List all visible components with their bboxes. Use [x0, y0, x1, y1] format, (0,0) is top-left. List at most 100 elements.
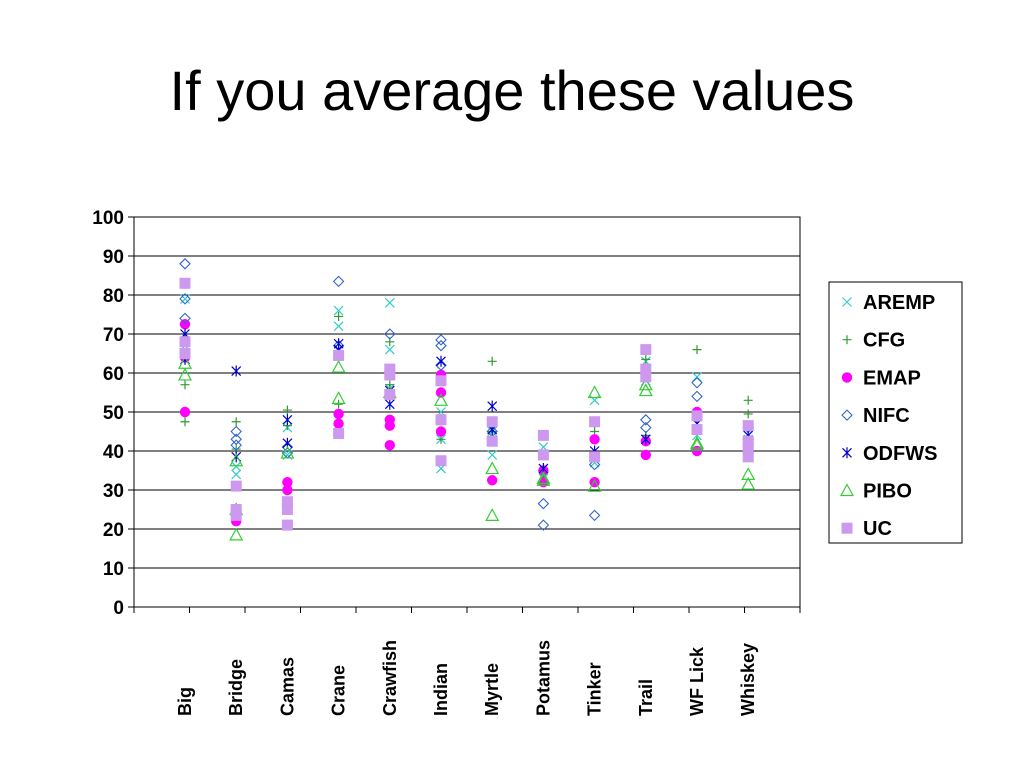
legend-entry-pibo: PIBO — [839, 481, 912, 503]
point-odfws-crane — [333, 338, 344, 350]
point-aremp-crawfish — [384, 297, 395, 308]
point-uc-wf-lick — [691, 424, 703, 436]
point-nifc-camas — [281, 441, 294, 453]
legend-label-odfws: ODFWS — [863, 443, 937, 465]
legend-entry-nifc: NIFC — [841, 405, 910, 427]
point-nifc-bridge — [230, 425, 242, 438]
point-emap-wf-lick — [691, 445, 703, 457]
point-uc-myrtle — [486, 416, 498, 428]
point-cfg-crane — [334, 311, 344, 321]
point-nifc-big — [179, 312, 191, 325]
point-uc-trail — [640, 344, 652, 356]
point-uc-crawfish — [384, 388, 396, 400]
point-uc-big — [179, 336, 191, 348]
point-aremp-crane — [333, 321, 344, 332]
series-emap — [179, 319, 754, 527]
point-emap-crawfish — [384, 439, 395, 451]
point-pibo-whiskey — [741, 476, 756, 490]
point-emap-big — [179, 319, 191, 330]
data-points — [177, 258, 756, 541]
y-tick-label: 10 — [103, 559, 124, 580]
point-nifc-indian — [435, 334, 447, 346]
x-axis-tick-labels: Big Bridge Camas Crane Crawfish Indian Myrtle P… — [133, 607, 801, 716]
legend-entry-odfws: ODFWS — [842, 443, 937, 465]
point-uc-crane — [333, 349, 345, 361]
legend-entry-cfg: CFG — [842, 330, 905, 352]
y-tick-label: 80 — [103, 286, 124, 307]
y-tick-label: 90 — [103, 247, 124, 268]
point-cfg-myrtle — [487, 356, 497, 366]
point-uc-crawfish — [384, 369, 396, 381]
point-aremp-big — [180, 293, 190, 304]
x-tick-label-crawfish: Crawfish — [380, 640, 400, 716]
point-pibo-crane — [331, 391, 346, 404]
y-tick-label: 0 — [113, 598, 124, 619]
point-nifc-crawfish — [384, 328, 396, 340]
point-odfws-myrtle — [487, 400, 498, 412]
y-tick-label: 50 — [103, 403, 124, 424]
point-uc-indian — [435, 455, 447, 467]
x-tick-label-potamus: Potamus — [533, 640, 553, 716]
point-pibo-indian — [433, 393, 449, 406]
point-pibo-potamus — [536, 472, 551, 486]
point-uc-indian — [435, 375, 447, 387]
point-uc-crawfish — [384, 363, 396, 375]
point-aremp-bridge — [231, 461, 242, 472]
legend-entry-emap: EMAP — [841, 367, 921, 389]
series-pibo — [177, 355, 756, 541]
point-nifc-wf-lick — [691, 390, 703, 403]
y-tick-label: 100 — [92, 208, 124, 229]
y-tick-label: 70 — [103, 325, 124, 346]
point-aremp-wf-lick — [692, 371, 702, 382]
point-uc-bridge — [230, 504, 242, 515]
point-uc-big — [179, 277, 191, 289]
point-pibo-big — [177, 367, 193, 381]
legend-marker-emap — [841, 372, 853, 383]
point-pibo-crane — [331, 359, 346, 373]
point-uc-potamus — [537, 449, 549, 461]
slide-title: If you average these values — [169, 59, 855, 122]
point-pibo-big — [177, 355, 193, 369]
point-uc-whiskey — [742, 435, 754, 447]
point-pibo-tinker — [587, 385, 602, 399]
point-pibo-bridge — [229, 527, 244, 541]
series-odfws — [180, 328, 754, 475]
point-aremp-crawfish — [384, 344, 395, 355]
legend-label-aremp: AREMP — [863, 292, 935, 314]
x-tick-label-whiskey: Whiskey — [738, 643, 758, 716]
legend-label-nifc: NIFC — [863, 405, 910, 427]
point-uc-trail — [640, 363, 652, 375]
legend-entry-aremp: AREMP — [842, 292, 935, 314]
point-uc-camas — [281, 504, 293, 515]
point-pibo-trail — [638, 377, 653, 391]
y-tick-label: 20 — [103, 520, 124, 541]
legend-marker-uc — [841, 522, 853, 534]
point-cfg-big — [180, 380, 190, 390]
x-tick-label-camas: Camas — [277, 657, 297, 716]
point-nifc-indian — [435, 339, 447, 352]
x-tick-label-tinker: Tinker — [585, 662, 605, 716]
legend-label-emap: EMAP — [863, 367, 921, 389]
point-cfg-big — [180, 417, 190, 427]
legend: AREMP CFG EMAP NIFC ODFWS PIBO UC — [828, 281, 963, 544]
x-tick-label-big: Big — [175, 687, 195, 716]
point-uc-indian — [435, 414, 447, 426]
point-uc-tinker — [589, 416, 601, 428]
point-uc-whiskey — [742, 420, 754, 432]
point-pibo-bridge — [229, 453, 244, 467]
point-uc-trail — [640, 371, 652, 383]
point-cfg-wf-lick — [692, 345, 702, 355]
point-emap-camas — [282, 477, 293, 488]
legend-marker-nifc — [841, 409, 853, 421]
point-aremp-crane — [333, 305, 344, 316]
point-emap-camas — [282, 484, 293, 496]
series-nifc — [179, 258, 754, 531]
point-odfws-indian — [436, 355, 446, 367]
y-tick-label: 60 — [103, 364, 124, 385]
series-aremp — [180, 293, 754, 484]
x-tick-label-indian: Indian — [431, 663, 451, 716]
point-odfws-camas — [282, 414, 293, 426]
y-axis-tick-labels: 0 10 20 30 40 50 60 70 80 90 100 — [92, 208, 134, 619]
point-nifc-potamus — [537, 497, 550, 510]
